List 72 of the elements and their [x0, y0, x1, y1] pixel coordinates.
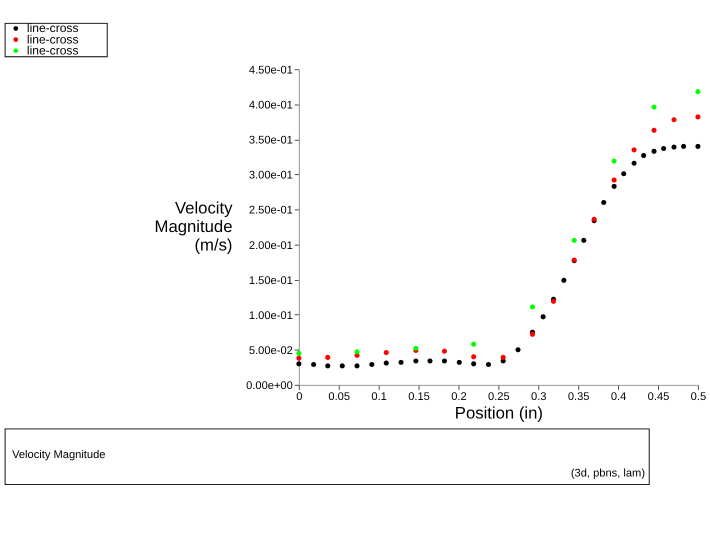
x-tick-label: 0.1: [371, 391, 387, 404]
point: [671, 117, 677, 122]
point: [384, 350, 389, 356]
y-tick-label: 0.00e+00: [246, 380, 293, 392]
y-tick-label: 4.50e-01: [248, 64, 293, 76]
point: [384, 360, 389, 366]
point: [621, 171, 626, 176]
point: [486, 362, 492, 368]
point: [581, 238, 586, 243]
x-tick-label: 0.45: [648, 391, 670, 404]
y-tick-label: 5.00e-02: [248, 344, 293, 357]
point: [296, 361, 302, 366]
x-tick-label: 0.05: [328, 391, 350, 404]
x-tick-label: 0.15: [408, 391, 430, 404]
point: [651, 148, 657, 154]
x-tick-label: 0.3: [531, 391, 546, 404]
point: [632, 160, 637, 166]
point: [695, 144, 700, 149]
point: [671, 144, 677, 150]
y-tick-label: 3.00e-01: [248, 170, 293, 182]
point: [561, 278, 566, 283]
point: [530, 304, 536, 310]
point: [325, 363, 330, 368]
x-axis-title: Position (in): [454, 404, 543, 423]
x-tick-label: 0.5: [690, 391, 706, 404]
point: [651, 104, 657, 110]
point: [612, 178, 617, 183]
point: [456, 360, 462, 365]
y-tick-label: 2.00e-01: [248, 240, 293, 252]
point: [442, 348, 447, 354]
point: [695, 114, 700, 120]
point: [572, 238, 577, 243]
point: [612, 184, 617, 189]
point: [398, 360, 404, 365]
point: [681, 144, 686, 149]
y-tick-label: 1.50e-01: [248, 274, 293, 287]
point: [695, 89, 700, 94]
point: [471, 354, 476, 360]
point: [413, 358, 418, 364]
text: Velocity Magnitude: [12, 449, 106, 462]
point: [325, 354, 330, 360]
point: [515, 347, 521, 352]
point: [500, 354, 506, 360]
x-tick-label: 0.4: [610, 391, 626, 404]
point: [354, 363, 360, 368]
point: [311, 362, 316, 368]
point: [296, 350, 302, 356]
y-tick-label: 3.50e-01: [248, 134, 293, 147]
y-axis-title: Velocity Magnitude (m/s): [154, 198, 234, 255]
point: [471, 342, 476, 347]
x-tick-label: 0.25: [488, 391, 510, 404]
x-tick-label: 0.35: [568, 391, 590, 404]
point: [601, 200, 606, 206]
y-tick-label: 1.00e-01: [248, 310, 293, 322]
x-tick-label: 0: [296, 391, 302, 404]
y-tick-label: 2.50e-01: [248, 204, 293, 217]
point: [340, 363, 345, 368]
point: [427, 358, 433, 364]
point: [641, 152, 646, 158]
point: [612, 158, 617, 164]
point: [651, 128, 657, 133]
x-tick-label: 0.2: [451, 391, 467, 404]
point: [632, 147, 637, 152]
text: (3d, pbns, lam): [570, 468, 646, 480]
point: [661, 146, 666, 152]
point: [471, 361, 476, 366]
y-tick-label: 4.00e-01: [248, 100, 293, 112]
point: [296, 356, 302, 361]
point: [369, 362, 374, 368]
point: [354, 349, 360, 354]
point: [540, 314, 546, 320]
point: [442, 358, 447, 364]
